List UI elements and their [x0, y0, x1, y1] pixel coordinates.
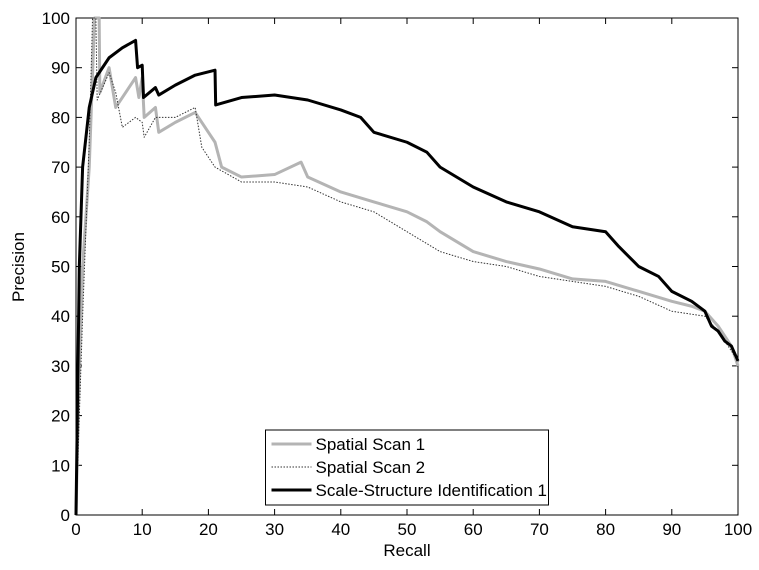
y-axis-label: Precision: [9, 232, 28, 302]
y-tick-label: 90: [51, 59, 70, 78]
y-tick-label: 50: [51, 258, 70, 277]
x-tick-label: 20: [199, 520, 218, 539]
series-line: [75, 17, 739, 516]
legend-box: [265, 429, 549, 506]
legend-label: Scale-Structure Identification 1: [316, 481, 548, 500]
y-tick-label: 20: [51, 407, 70, 426]
x-axis-label: Recall: [383, 541, 430, 560]
x-tick-label: 50: [398, 520, 417, 539]
x-tick-label: 30: [265, 520, 284, 539]
y-tick-label: 40: [51, 307, 70, 326]
legend-label: Spatial Scan 1: [316, 435, 426, 454]
series-line: [74, 16, 740, 516]
x-tick-label: 90: [662, 520, 681, 539]
legend-label: Spatial Scan 2: [316, 458, 426, 477]
x-tick-label: 40: [331, 520, 350, 539]
y-tick-label: 70: [51, 158, 70, 177]
x-tick-label: 80: [596, 520, 615, 539]
x-tick-label: 0: [71, 520, 80, 539]
series-line: [74, 38, 740, 516]
x-tick-label: 60: [464, 520, 483, 539]
y-tick-label: 30: [51, 357, 70, 376]
x-tick-label: 100: [724, 520, 752, 539]
y-tick-label: 80: [51, 108, 70, 127]
x-tick-label: 70: [530, 520, 549, 539]
y-tick-label: 60: [51, 208, 70, 227]
y-tick-label: 0: [61, 506, 70, 525]
x-tick-label: 10: [133, 520, 152, 539]
y-tick-label: 10: [51, 456, 70, 475]
y-tick-label: 100: [42, 9, 70, 28]
